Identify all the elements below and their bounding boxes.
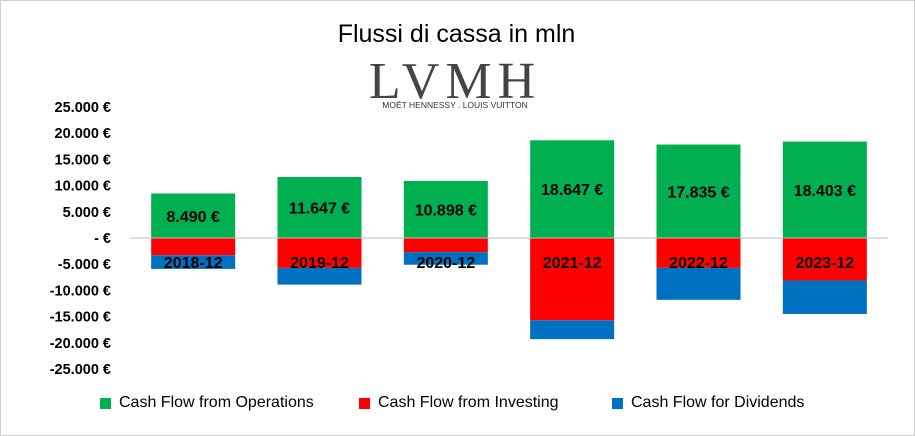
legend-swatch-dividends bbox=[612, 397, 623, 409]
category-label: 2021-12 bbox=[543, 255, 602, 272]
bar-investing bbox=[277, 238, 362, 268]
bar-operations bbox=[403, 180, 488, 238]
y-tick-label: 20.000 € bbox=[55, 126, 111, 142]
legend-item-dividends: Cash Flow for Dividends bbox=[612, 394, 804, 412]
y-tick-label: 25.000 € bbox=[55, 100, 111, 116]
bar-dividends bbox=[277, 267, 362, 285]
data-label: 8.490 € bbox=[166, 209, 219, 226]
legend-label-investing: Cash Flow from Investing bbox=[378, 394, 559, 411]
category-label: 2019-12 bbox=[290, 255, 349, 272]
y-tick-label: 5.000 € bbox=[63, 205, 111, 221]
bar-operations bbox=[656, 144, 741, 238]
bar-dividends bbox=[403, 252, 488, 265]
bar-operations bbox=[782, 141, 867, 238]
legend-swatch-operations bbox=[100, 397, 111, 409]
data-label: 11.647 € bbox=[289, 200, 351, 217]
y-tick-label: - € bbox=[94, 231, 111, 247]
chart-title: Flussi di cassa in mln bbox=[337, 20, 576, 48]
bar-operations bbox=[277, 176, 362, 238]
legend-label-operations: Cash Flow from Operations bbox=[119, 394, 314, 411]
bars bbox=[151, 140, 867, 340]
data-labels: 8.490 € 11.647 € 10.898 € 18.647 € 17.835 € 1… bbox=[166, 182, 856, 226]
category-label: 2022-12 bbox=[669, 255, 728, 272]
chart-plot: 25.000 € 20.000 € 15.000 € 10.000 € 5.000 € -… bbox=[50, 100, 888, 378]
bar-operations bbox=[530, 140, 615, 238]
category-label: 2023-12 bbox=[795, 255, 854, 272]
data-label: 17.835 € bbox=[667, 184, 729, 201]
legend: Cash Flow from Operations Cash Flow from… bbox=[0, 394, 913, 416]
bar-dividends bbox=[530, 320, 615, 340]
y-tick-label: 15.000 € bbox=[55, 152, 111, 168]
bar-dividends bbox=[656, 267, 741, 300]
category-label: 2020-12 bbox=[416, 255, 475, 272]
data-label: 18.403 € bbox=[794, 183, 856, 200]
y-tick-label: -20.000 € bbox=[50, 336, 111, 352]
bar-investing bbox=[530, 238, 615, 321]
bar-investing bbox=[151, 238, 236, 256]
bar-operations bbox=[151, 193, 236, 238]
y-tick-label: 10.000 € bbox=[55, 179, 111, 195]
bar-investing bbox=[782, 238, 867, 281]
data-label: 10.898 € bbox=[415, 202, 477, 219]
data-label: 18.647 € bbox=[541, 182, 603, 199]
y-tick-label: -25.000 € bbox=[50, 362, 111, 378]
y-tick-label: -10.000 € bbox=[50, 283, 111, 299]
legend-item-operations: Cash Flow from Operations bbox=[100, 394, 314, 412]
logo-subtitle: MOËT HENNESSY . LOUIS VUITTON bbox=[360, 100, 550, 110]
legend-item-investing: Cash Flow from Investing bbox=[359, 394, 559, 412]
y-tick-label: -15.000 € bbox=[50, 310, 111, 326]
logo-wordmark: LVMH bbox=[368, 53, 542, 110]
legend-label-dividends: Cash Flow for Dividends bbox=[631, 394, 805, 411]
legend-swatch-investing bbox=[359, 397, 370, 409]
category-labels: 2018-12 2019-12 2020-12 2021-12 2022-12 2023-… bbox=[164, 255, 854, 272]
y-tick-label: -5.000 € bbox=[58, 257, 111, 273]
bar-dividends bbox=[782, 280, 867, 314]
bar-dividends bbox=[151, 255, 236, 269]
y-axis: 25.000 € 20.000 € 15.000 € 10.000 € 5.000 € -… bbox=[50, 100, 111, 378]
category-label: 2018-12 bbox=[164, 255, 223, 272]
bar-investing bbox=[403, 238, 488, 253]
bar-investing bbox=[656, 238, 741, 268]
